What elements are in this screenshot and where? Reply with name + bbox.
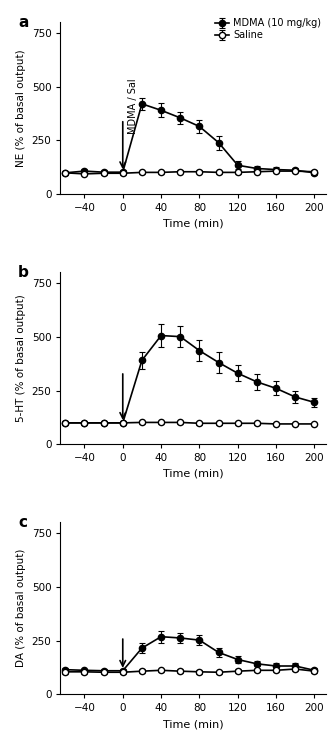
Y-axis label: NE (% of basal output): NE (% of basal output) [16, 49, 26, 167]
Text: b: b [18, 265, 29, 280]
Y-axis label: 5-HT (% of basal output): 5-HT (% of basal output) [16, 295, 26, 422]
X-axis label: Time (min): Time (min) [163, 719, 223, 729]
Legend: MDMA (10 mg/kg), Saline: MDMA (10 mg/kg), Saline [215, 18, 321, 40]
Text: MDMA / Sal: MDMA / Sal [128, 78, 137, 134]
Y-axis label: DA (% of basal output): DA (% of basal output) [16, 549, 26, 667]
Text: a: a [18, 15, 28, 30]
X-axis label: Time (min): Time (min) [163, 469, 223, 479]
X-axis label: Time (min): Time (min) [163, 219, 223, 229]
Text: c: c [18, 515, 27, 530]
